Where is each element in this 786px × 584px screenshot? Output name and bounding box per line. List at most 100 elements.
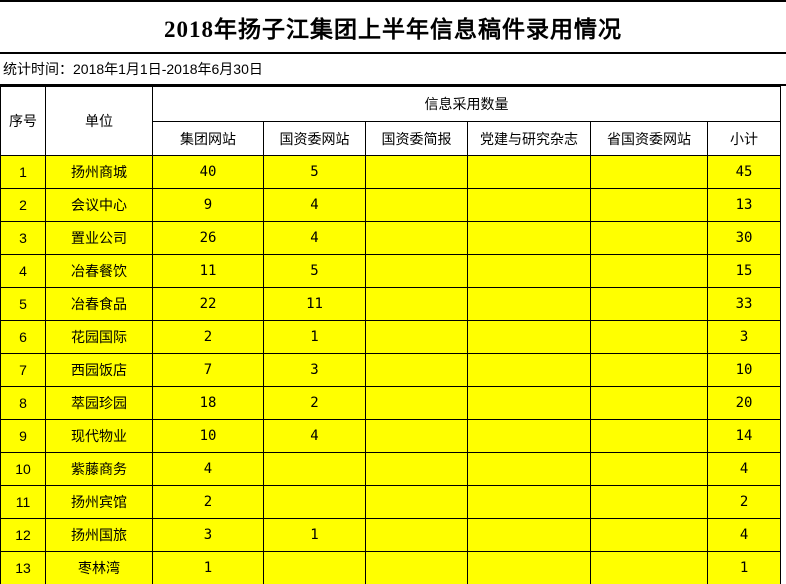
value-cell-subtotal[interactable]: 20 xyxy=(706,386,782,420)
value-cell-party-magazine[interactable] xyxy=(467,518,591,552)
value-cell-subtotal[interactable]: 45 xyxy=(706,155,782,189)
value-cell-provincial-sasac-site[interactable] xyxy=(590,320,708,354)
row-no-cell[interactable]: 5 xyxy=(0,287,46,321)
value-cell-party-magazine[interactable] xyxy=(467,188,591,222)
unit-name-cell[interactable]: 萃园珍园 xyxy=(45,386,153,420)
value-cell-sasac-site[interactable]: 11 xyxy=(263,287,366,321)
value-cell-subtotal[interactable]: 13 xyxy=(706,188,782,222)
value-cell-sasac-site[interactable]: 4 xyxy=(263,419,366,453)
value-cell-provincial-sasac-site[interactable] xyxy=(590,419,708,453)
value-cell-group-site[interactable]: 2 xyxy=(152,320,264,354)
value-cell-sasac-brief[interactable] xyxy=(365,320,468,354)
value-cell-group-site[interactable]: 18 xyxy=(152,386,264,420)
value-cell-provincial-sasac-site[interactable] xyxy=(590,452,708,486)
unit-name-cell[interactable]: 枣林湾 xyxy=(45,551,153,584)
row-no-cell[interactable]: 11 xyxy=(0,485,46,519)
value-cell-subtotal[interactable]: 1 xyxy=(706,551,782,584)
value-cell-provincial-sasac-site[interactable] xyxy=(590,221,708,255)
value-cell-provincial-sasac-site[interactable] xyxy=(590,188,708,222)
value-cell-provincial-sasac-site[interactable] xyxy=(590,518,708,552)
value-cell-group-site[interactable]: 26 xyxy=(152,221,264,255)
stats-period-row[interactable]: 统计时间：2018年1月1日-2018年6月30日 xyxy=(0,54,786,86)
value-cell-group-site[interactable]: 40 xyxy=(152,155,264,189)
value-cell-sasac-site[interactable]: 3 xyxy=(263,353,366,387)
header-cell-provincial-sasac-site[interactable]: 省国资委网站 xyxy=(590,121,708,156)
value-cell-subtotal[interactable]: 14 xyxy=(706,419,782,453)
value-cell-party-magazine[interactable] xyxy=(467,353,591,387)
value-cell-party-magazine[interactable] xyxy=(467,551,591,584)
row-no-cell[interactable]: 7 xyxy=(0,353,46,387)
value-cell-sasac-brief[interactable] xyxy=(365,287,468,321)
header-cell-party-magazine[interactable]: 党建与研究杂志 xyxy=(467,121,591,156)
unit-name-cell[interactable]: 紫藤商务 xyxy=(45,452,153,486)
unit-name-cell[interactable]: 扬州国旅 xyxy=(45,518,153,552)
unit-name-cell[interactable]: 花园国际 xyxy=(45,320,153,354)
header-cell-group-site[interactable]: 集团网站 xyxy=(152,121,264,156)
value-cell-sasac-brief[interactable] xyxy=(365,386,468,420)
unit-name-cell[interactable]: 现代物业 xyxy=(45,419,153,453)
value-cell-sasac-brief[interactable] xyxy=(365,221,468,255)
row-no-cell[interactable]: 1 xyxy=(0,155,46,189)
value-cell-sasac-site[interactable] xyxy=(263,452,366,486)
unit-name-cell[interactable]: 冶春食品 xyxy=(45,287,153,321)
value-cell-subtotal[interactable]: 30 xyxy=(706,221,782,255)
value-cell-subtotal[interactable]: 3 xyxy=(706,320,782,354)
value-cell-sasac-site[interactable]: 5 xyxy=(263,155,366,189)
row-no-cell[interactable]: 13 xyxy=(0,551,46,584)
unit-name-cell[interactable]: 西园饭店 xyxy=(45,353,153,387)
value-cell-sasac-site[interactable]: 1 xyxy=(263,518,366,552)
value-cell-sasac-brief[interactable] xyxy=(365,155,468,189)
value-cell-sasac-brief[interactable] xyxy=(365,452,468,486)
value-cell-sasac-site[interactable]: 4 xyxy=(263,221,366,255)
value-cell-group-site[interactable]: 22 xyxy=(152,287,264,321)
header-cell-adoption-count[interactable]: 信息采用数量 xyxy=(151,86,782,122)
value-cell-subtotal[interactable]: 4 xyxy=(706,518,782,552)
row-no-cell[interactable]: 2 xyxy=(0,188,46,222)
value-cell-provincial-sasac-site[interactable] xyxy=(590,551,708,584)
value-cell-sasac-brief[interactable] xyxy=(365,419,468,453)
value-cell-sasac-brief[interactable] xyxy=(365,485,468,519)
value-cell-party-magazine[interactable] xyxy=(467,320,591,354)
value-cell-group-site[interactable]: 1 xyxy=(152,551,264,584)
value-cell-sasac-site[interactable]: 2 xyxy=(263,386,366,420)
header-cell-unit[interactable]: 单位 xyxy=(45,86,153,156)
value-cell-sasac-brief[interactable] xyxy=(365,254,468,288)
value-cell-party-magazine[interactable] xyxy=(467,287,591,321)
value-cell-group-site[interactable]: 2 xyxy=(152,485,264,519)
value-cell-provincial-sasac-site[interactable] xyxy=(590,485,708,519)
row-no-cell[interactable]: 8 xyxy=(0,386,46,420)
report-title-row[interactable]: 2018年扬子江集团上半年信息稿件录用情况 xyxy=(0,2,786,54)
value-cell-group-site[interactable]: 3 xyxy=(152,518,264,552)
value-cell-sasac-brief[interactable] xyxy=(365,353,468,387)
value-cell-sasac-brief[interactable] xyxy=(365,188,468,222)
value-cell-subtotal[interactable]: 4 xyxy=(706,452,782,486)
value-cell-sasac-site[interactable]: 4 xyxy=(263,188,366,222)
value-cell-party-magazine[interactable] xyxy=(467,155,591,189)
value-cell-provincial-sasac-site[interactable] xyxy=(590,353,708,387)
value-cell-provincial-sasac-site[interactable] xyxy=(590,254,708,288)
row-no-cell[interactable]: 6 xyxy=(0,320,46,354)
unit-name-cell[interactable]: 扬州宾馆 xyxy=(45,485,153,519)
header-cell-subtotal[interactable]: 小计 xyxy=(706,121,782,156)
value-cell-sasac-site[interactable]: 5 xyxy=(263,254,366,288)
value-cell-provincial-sasac-site[interactable] xyxy=(590,386,708,420)
value-cell-sasac-brief[interactable] xyxy=(365,551,468,584)
value-cell-sasac-site[interactable]: 1 xyxy=(263,320,366,354)
value-cell-sasac-site[interactable] xyxy=(263,485,366,519)
value-cell-group-site[interactable]: 7 xyxy=(152,353,264,387)
unit-name-cell[interactable]: 扬州商城 xyxy=(45,155,153,189)
value-cell-party-magazine[interactable] xyxy=(467,254,591,288)
value-cell-sasac-site[interactable] xyxy=(263,551,366,584)
value-cell-party-magazine[interactable] xyxy=(467,221,591,255)
row-no-cell[interactable]: 9 xyxy=(0,419,46,453)
value-cell-sasac-brief[interactable] xyxy=(365,518,468,552)
value-cell-provincial-sasac-site[interactable] xyxy=(590,155,708,189)
header-cell-sasac-brief[interactable]: 国资委简报 xyxy=(365,121,468,156)
value-cell-group-site[interactable]: 11 xyxy=(152,254,264,288)
row-no-cell[interactable]: 3 xyxy=(0,221,46,255)
unit-name-cell[interactable]: 会议中心 xyxy=(45,188,153,222)
header-cell-no[interactable]: 序号 xyxy=(0,86,46,156)
row-no-cell[interactable]: 12 xyxy=(0,518,46,552)
value-cell-subtotal[interactable]: 15 xyxy=(706,254,782,288)
row-no-cell[interactable]: 10 xyxy=(0,452,46,486)
